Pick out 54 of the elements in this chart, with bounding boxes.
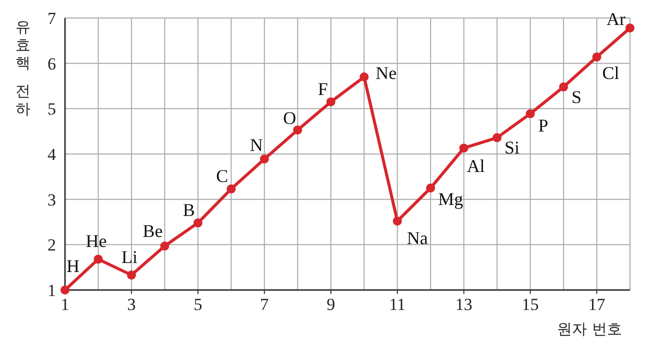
- annotation: Mg: [438, 189, 464, 209]
- point: [360, 72, 369, 82]
- annotation: Al: [466, 156, 485, 176]
- annotation: H: [66, 256, 80, 276]
- point: [559, 82, 568, 92]
- y-tick-label: 4: [48, 145, 56, 164]
- point: [160, 242, 170, 251]
- x-tick-label: 1: [60, 295, 70, 314]
- point: [94, 254, 103, 264]
- x-tick-label: 11: [389, 295, 406, 314]
- y-axis-title: 유효핵 전하: [16, 18, 30, 118]
- annotation: Li: [121, 247, 138, 268]
- x-tick-label: 7: [260, 295, 270, 314]
- x-tick-label: 15: [522, 295, 539, 314]
- annotation: Ar: [606, 8, 626, 29]
- annotation: P: [538, 116, 548, 136]
- point: [326, 97, 336, 106]
- x-tick-label: 5: [194, 295, 202, 314]
- y-tick-label: 6: [48, 54, 56, 74]
- x-tick-label: 9: [326, 295, 336, 314]
- point: [226, 184, 236, 194]
- point: [60, 286, 70, 294]
- annotation: O: [283, 108, 296, 128]
- point: [626, 23, 634, 32]
- y-tick-label: 3: [48, 190, 56, 210]
- point: [459, 144, 468, 153]
- annotation: F: [318, 78, 328, 99]
- point: [126, 270, 136, 280]
- annotation: Si: [504, 138, 520, 158]
- annotation: N: [250, 134, 263, 155]
- x-axis-title: 원자 번호: [557, 320, 622, 338]
- point: [492, 133, 502, 142]
- point: [392, 216, 402, 226]
- point: [526, 109, 535, 118]
- x-tick-label: 3: [127, 295, 136, 314]
- annotation: Na: [406, 228, 428, 248]
- annotation: B: [182, 200, 195, 220]
- annotation: C: [216, 166, 228, 186]
- annotation: Be: [142, 221, 163, 242]
- point: [260, 154, 269, 164]
- point: [592, 52, 602, 62]
- point: [193, 218, 202, 228]
- x-tick-label: 17: [588, 295, 606, 314]
- y-tick-label: 5: [48, 100, 56, 119]
- point: [426, 184, 436, 192]
- y-tick-label: 2: [48, 236, 56, 255]
- y-tick-label: 7: [48, 9, 56, 28]
- annotation: Ne: [376, 62, 397, 83]
- annotation: He: [86, 231, 107, 252]
- annotation: Cl: [602, 62, 620, 83]
- x-tick-label: 13: [455, 295, 472, 314]
- y-tick-label: 1: [48, 281, 56, 300]
- annotation: S: [572, 86, 582, 107]
- point: [293, 125, 302, 134]
